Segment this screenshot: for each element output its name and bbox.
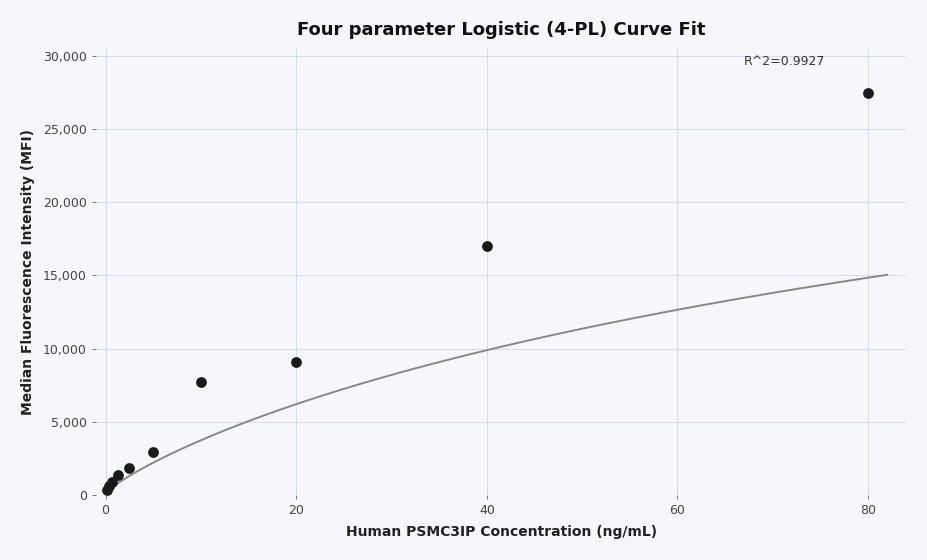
Point [146,448,160,457]
Point [110,470,125,479]
X-axis label: Human PSMC3IP Concentration (ng/mL): Human PSMC3IP Concentration (ng/mL) [346,525,656,539]
Point [289,357,304,366]
Point [479,242,494,251]
Point [122,463,137,472]
Point [100,486,115,495]
Y-axis label: Median Fluorescence Intensity (MFI): Median Fluorescence Intensity (MFI) [20,129,35,415]
Point [101,482,116,491]
Point [860,88,875,97]
Title: Four parameter Logistic (4-PL) Curve Fit: Four parameter Logistic (4-PL) Curve Fit [297,21,705,39]
Text: R^2=0.9927: R^2=0.9927 [744,55,826,68]
Point [194,377,209,386]
Point [104,477,119,486]
